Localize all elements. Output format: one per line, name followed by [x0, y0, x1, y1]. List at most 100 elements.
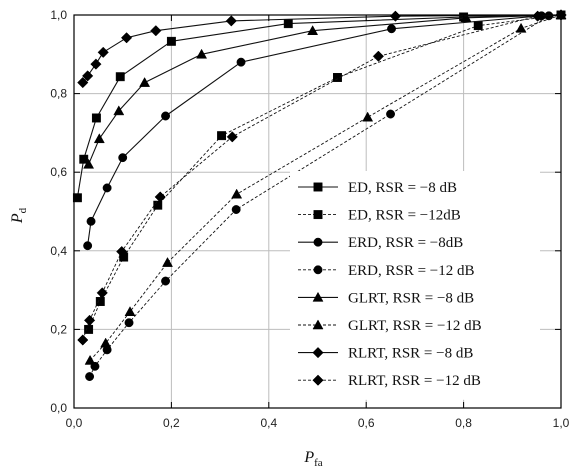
series-line	[82, 14, 562, 341]
data-point-square	[91, 113, 101, 123]
data-point-diamond	[225, 15, 237, 27]
legend-label: GLRT, RSR = −12 dB	[348, 318, 482, 334]
y-axis-label: Pd	[9, 207, 29, 224]
data-point-triangle	[196, 48, 208, 59]
legend-marker-square	[313, 182, 323, 192]
x-tick-label: 1,0	[553, 416, 570, 430]
data-point-circle	[387, 24, 396, 34]
data-point-diamond	[116, 245, 128, 258]
data-point-circle	[161, 111, 171, 121]
series-line	[82, 14, 562, 83]
data-point-diamond	[77, 334, 89, 346]
data-point-square	[166, 36, 176, 46]
data-point-diamond	[77, 76, 89, 89]
data-point-circle	[124, 318, 134, 328]
data-point-square	[217, 131, 227, 141]
data-point-diamond	[154, 191, 166, 203]
data-point-triangle	[307, 25, 319, 36]
data-point-triangle	[113, 105, 125, 116]
data-point-triangle	[162, 257, 173, 267]
data-point-square	[153, 200, 163, 210]
legend-layer: ED, RSR = −8 dB ED, RSR = −12dB ERD, RSR =…	[290, 171, 540, 400]
data-point-circle	[85, 372, 95, 382]
y-tick-label: 0,4	[50, 244, 67, 258]
legend-label: ERD, RSR = −12 dB	[348, 263, 475, 279]
series-line	[89, 14, 562, 361]
data-point-square	[72, 193, 82, 203]
data-point-circle	[236, 57, 246, 67]
legend-marker-circle	[313, 237, 323, 247]
frame-layer	[73, 14, 562, 409]
plot-frame	[73, 14, 562, 409]
x-axis-label-main: P	[303, 449, 314, 466]
data-point-triangle	[515, 22, 527, 33]
x-axis-label-sub: fa	[314, 457, 323, 469]
x-tick-label: 0,2	[163, 416, 180, 430]
data-point-diamond	[82, 70, 94, 82]
data-point-diamond	[96, 287, 108, 299]
y-tick-label: 0,2	[50, 322, 67, 336]
legend-label: ERD, RSR = −8dB	[348, 235, 463, 251]
data-point-circle	[102, 183, 112, 193]
y-tick-label: 1,0	[50, 8, 67, 22]
data-point-circle	[86, 216, 96, 226]
data-point-diamond	[120, 32, 133, 44]
legend-item: RLRT, RSR = −12 dB	[298, 373, 481, 389]
data-point-diamond	[83, 314, 96, 326]
legend-item: ERD, RSR = −8dB	[298, 235, 463, 251]
series-1	[72, 10, 566, 203]
legend-marker-triangle	[312, 291, 324, 302]
series-line	[76, 14, 562, 198]
data-point-square	[473, 21, 483, 31]
legend-item: GLRT, RSR = −12 dB	[298, 318, 482, 334]
x-tick-label: 0,0	[66, 416, 83, 430]
series-8	[77, 9, 567, 346]
data-point-square	[115, 72, 125, 82]
legend-label: RLRT, RSR = −8 dB	[348, 346, 473, 362]
legend-item: ERD, RSR = −12 dB	[298, 263, 475, 279]
axis-layer: 0,0 0,2 0,4 0,6 0,8 1,00,00,20,40,60,81,0PfaP…	[9, 8, 570, 469]
data-point-triangle	[231, 188, 243, 199]
series-5	[83, 9, 567, 169]
y-tick-label: 0,0	[50, 401, 67, 415]
data-point-circle	[386, 109, 395, 119]
data-point-diamond	[372, 50, 384, 62]
legend-background	[290, 171, 540, 400]
series-line	[88, 14, 562, 330]
legend: ED, RSR = −8 dB ED, RSR = −12dB ERD, RSR =…	[290, 171, 540, 400]
series-layer	[72, 9, 567, 382]
y-axis-label-main: P	[9, 213, 26, 224]
legend-item: RLRT, RSR = −8 dB	[298, 346, 473, 362]
legend-marker-diamond	[312, 346, 324, 359]
legend-marker-circle	[313, 265, 323, 275]
data-point-circle	[83, 241, 93, 251]
data-point-square	[283, 19, 293, 29]
series-7	[77, 9, 567, 89]
legend-label: ED, RSR = −8 dB	[348, 180, 457, 196]
legend-item: GLRT, RSR = −8 dB	[298, 290, 474, 306]
data-point-square	[84, 324, 94, 334]
legend-marker-square	[313, 210, 323, 220]
legend-item: ED, RSR = −12dB	[298, 208, 461, 224]
data-point-triangle	[139, 77, 151, 87]
data-point-triangle	[83, 158, 95, 169]
y-axis-label-sub: d	[17, 207, 29, 213]
x-tick-label: 0,8	[455, 416, 472, 430]
legend-marker-diamond	[312, 374, 324, 386]
data-point-triangle	[124, 306, 136, 316]
legend-label: RLRT, RSR = −12 dB	[348, 373, 481, 389]
y-tick-label: 0,8	[50, 87, 67, 101]
data-point-square	[95, 297, 105, 306]
data-point-circle	[118, 153, 128, 163]
y-tick-label: 0,6	[50, 165, 67, 179]
x-tick-label: 0,6	[358, 416, 375, 430]
data-point-triangle	[100, 337, 112, 348]
data-point-triangle	[362, 111, 374, 122]
data-point-square	[333, 73, 342, 82]
data-point-diamond	[226, 131, 238, 143]
data-point-circle	[161, 276, 171, 286]
legend-label: ED, RSR = −12dB	[348, 208, 461, 224]
data-point-diamond	[97, 46, 109, 58]
data-point-triangle	[84, 354, 96, 365]
